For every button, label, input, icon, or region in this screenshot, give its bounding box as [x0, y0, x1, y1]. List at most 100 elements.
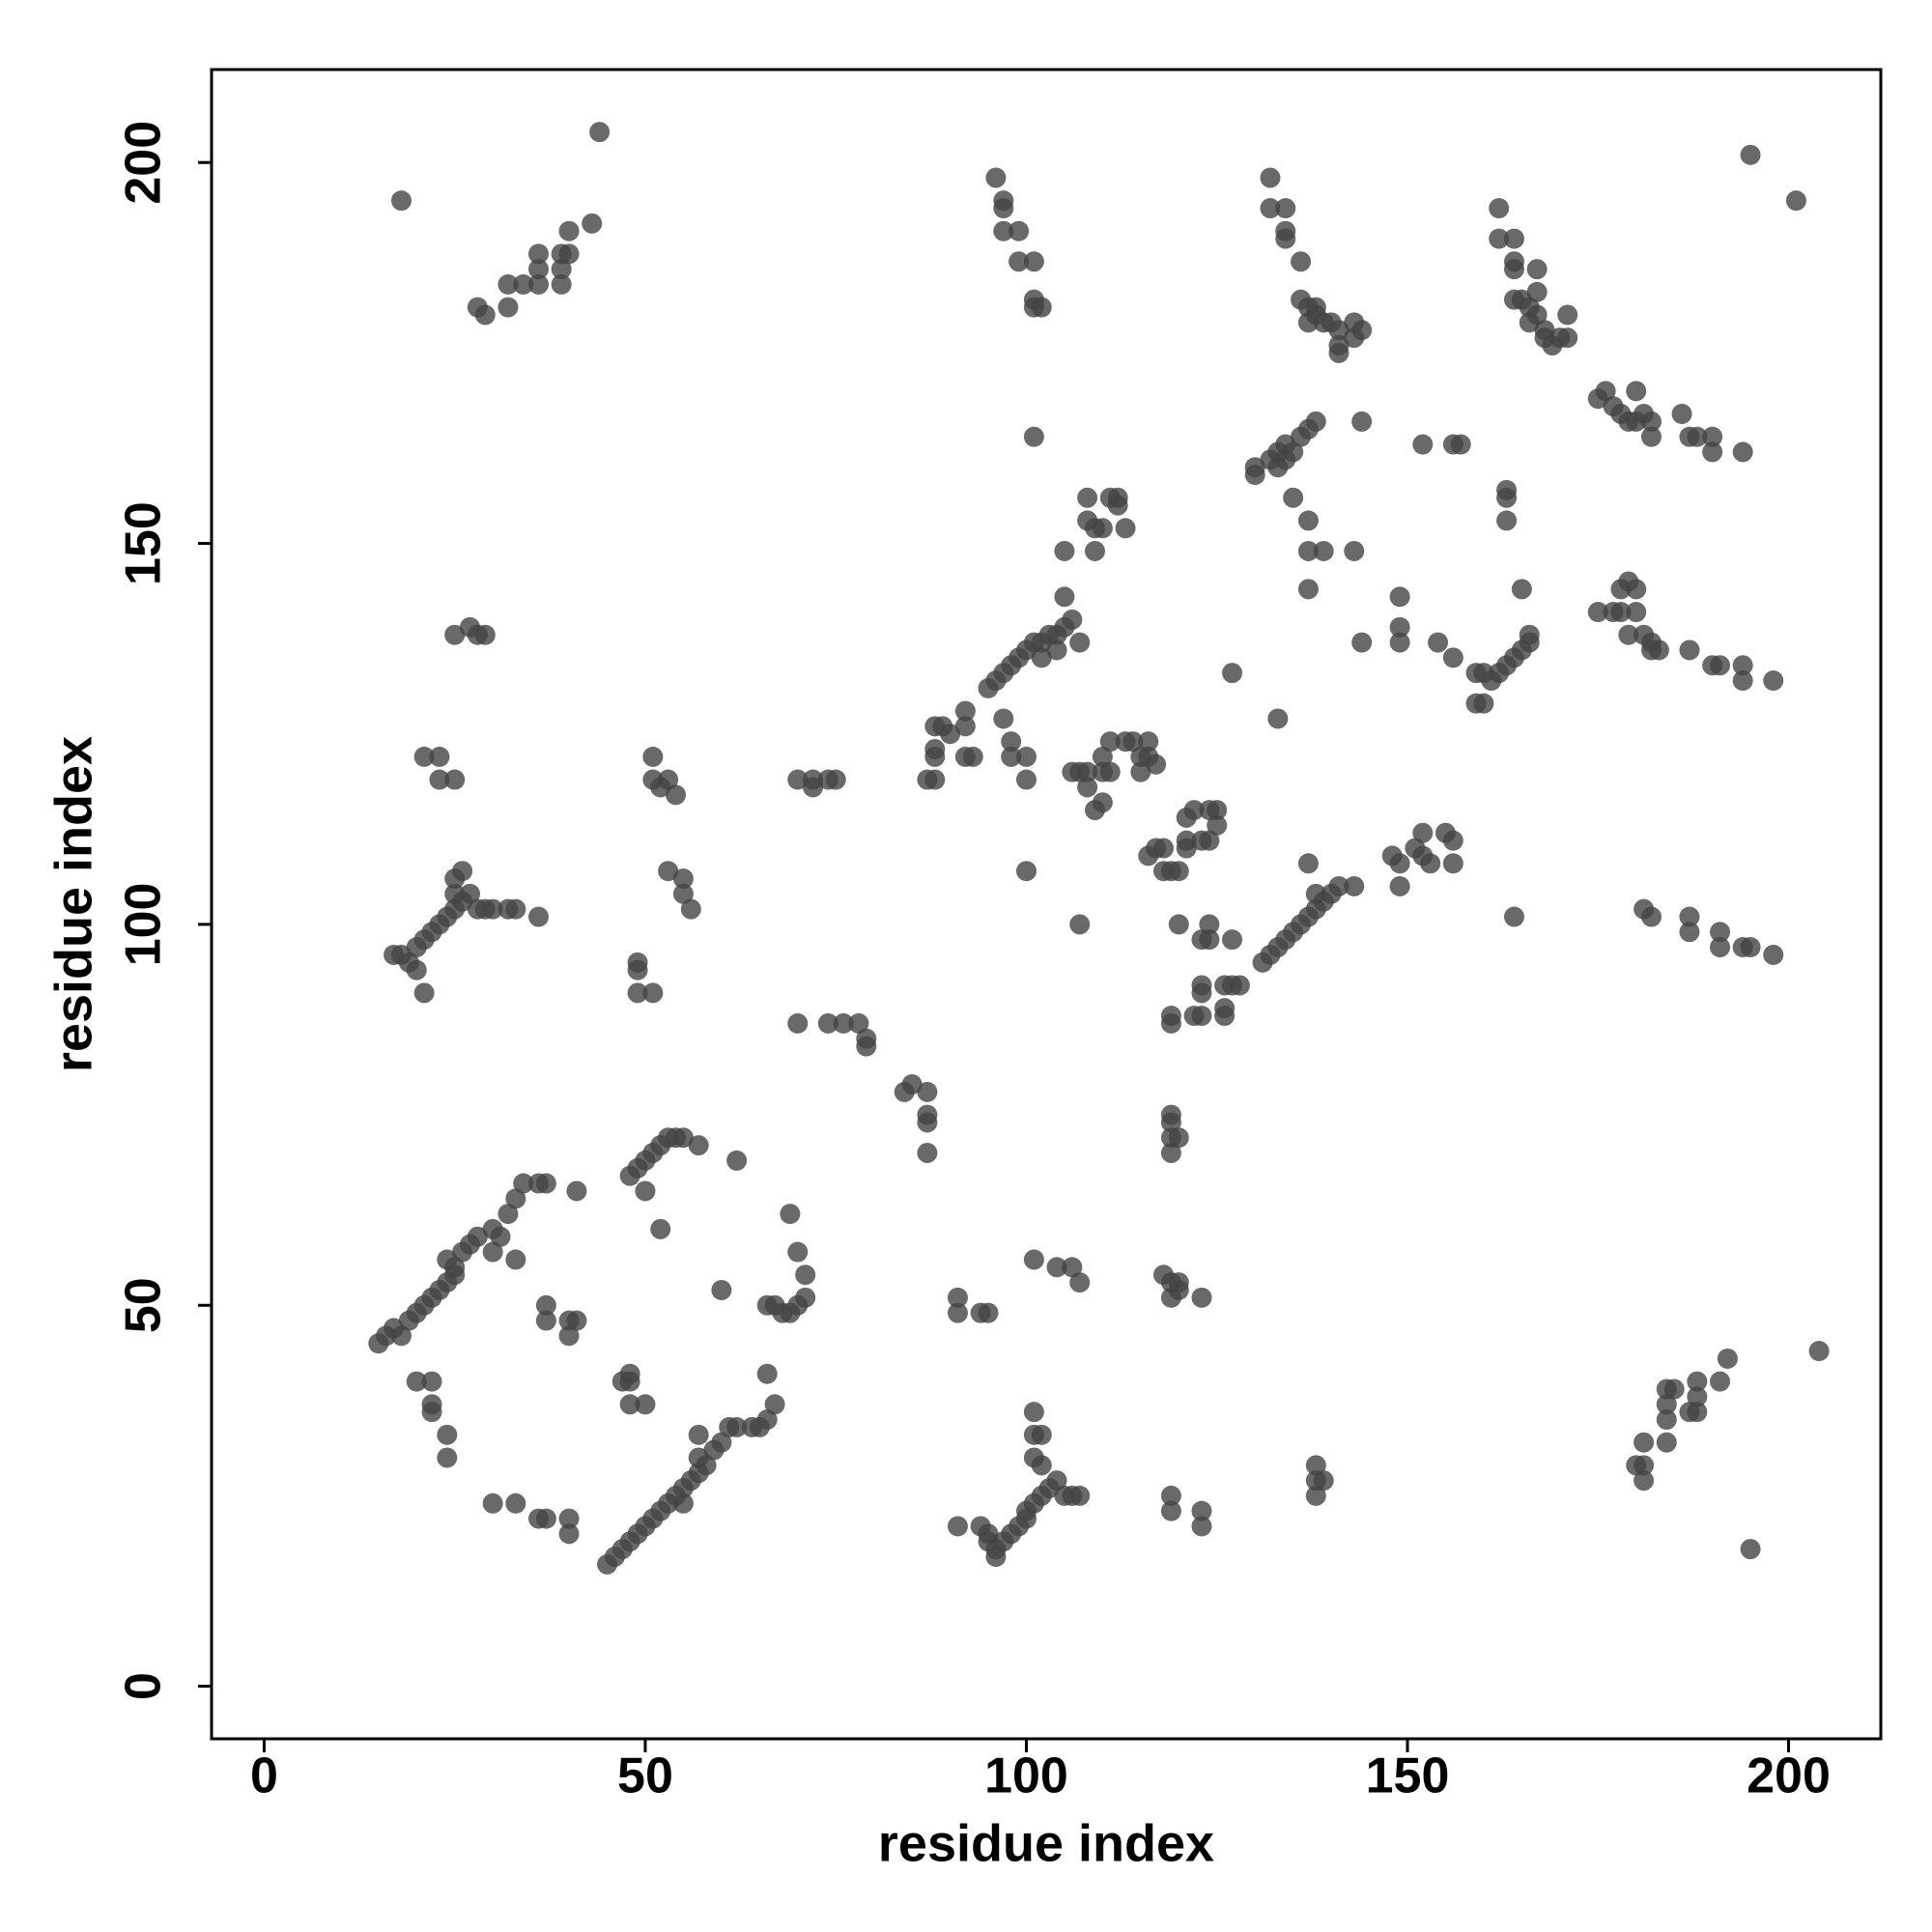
point: [1557, 304, 1578, 326]
point: [1297, 510, 1319, 531]
point: [1648, 639, 1669, 661]
point: [795, 1264, 816, 1286]
point: [558, 1508, 580, 1529]
point: [1146, 753, 1167, 775]
point: [1740, 1539, 1761, 1560]
point: [1710, 1371, 1731, 1392]
point: [467, 1226, 488, 1247]
point: [1526, 259, 1548, 280]
points: [368, 122, 1830, 1575]
point: [1519, 624, 1540, 645]
point: [1207, 814, 1228, 836]
point: [1031, 1455, 1052, 1476]
y-tick-label: 50: [116, 1277, 172, 1333]
point: [1732, 670, 1753, 692]
point: [1420, 853, 1441, 874]
point: [1031, 647, 1052, 668]
point: [421, 1371, 442, 1392]
point: [1099, 731, 1121, 753]
point: [1412, 434, 1434, 455]
point: [1092, 518, 1113, 539]
point: [642, 982, 664, 1004]
point: [558, 220, 580, 242]
point: [962, 746, 983, 767]
point: [1351, 632, 1373, 653]
point: [1702, 426, 1723, 447]
point: [1077, 761, 1098, 782]
point: [1442, 830, 1463, 851]
point: [756, 1409, 778, 1431]
point: [505, 1249, 526, 1270]
point: [1687, 1371, 1708, 1392]
point: [1260, 167, 1281, 188]
x-tick-label: 150: [1366, 1748, 1450, 1804]
point: [672, 1127, 694, 1149]
point: [551, 273, 572, 295]
point: [429, 746, 450, 767]
point: [1092, 792, 1113, 813]
point: [1663, 1378, 1685, 1400]
point: [947, 1302, 968, 1323]
point: [1001, 746, 1022, 767]
point: [474, 304, 496, 326]
point: [764, 1394, 785, 1415]
point: [1557, 327, 1578, 349]
point: [1275, 228, 1296, 249]
point: [413, 746, 435, 767]
point: [1634, 1470, 1655, 1492]
point: [1054, 586, 1075, 608]
point: [1023, 1249, 1044, 1270]
point: [1640, 906, 1662, 927]
point: [535, 1508, 556, 1529]
point: [1428, 632, 1449, 653]
point: [803, 777, 824, 798]
y-tick-label: 150: [116, 501, 172, 585]
point: [1526, 281, 1548, 302]
point: [1687, 1402, 1708, 1423]
point: [527, 259, 549, 280]
point: [658, 861, 679, 882]
point: [985, 167, 1007, 188]
point: [985, 1547, 1007, 1568]
point: [848, 1012, 869, 1034]
point: [1107, 495, 1128, 516]
point: [1473, 693, 1494, 714]
point: [1046, 1257, 1067, 1278]
point: [1084, 540, 1105, 561]
point: [1222, 929, 1243, 951]
point: [390, 190, 412, 212]
point: [817, 1012, 838, 1034]
point: [833, 1012, 854, 1034]
point: [947, 1516, 968, 1537]
point: [1153, 838, 1175, 859]
point: [1015, 861, 1037, 882]
point: [1092, 746, 1113, 767]
point: [1634, 1455, 1655, 1476]
point: [1122, 731, 1144, 753]
point: [406, 959, 427, 980]
point: [482, 1492, 503, 1514]
point: [1130, 761, 1151, 782]
point: [1626, 602, 1647, 623]
y-axis-title: residue index: [44, 736, 102, 1072]
point: [666, 784, 687, 806]
point: [627, 959, 648, 980]
point: [1526, 304, 1548, 326]
point: [437, 1424, 458, 1445]
point: [1450, 434, 1471, 455]
point: [1275, 434, 1296, 455]
point: [1389, 853, 1410, 874]
point: [1640, 426, 1662, 447]
point: [1732, 655, 1753, 676]
point: [1732, 441, 1753, 463]
point: [1062, 609, 1083, 630]
point: [1702, 441, 1723, 463]
point: [1344, 540, 1365, 561]
point: [1687, 1386, 1708, 1407]
point: [635, 1180, 656, 1202]
plot-frame: [210, 68, 1883, 1741]
point: [1191, 1006, 1212, 1027]
point: [444, 769, 466, 790]
point: [1168, 914, 1189, 935]
point: [1207, 800, 1228, 821]
